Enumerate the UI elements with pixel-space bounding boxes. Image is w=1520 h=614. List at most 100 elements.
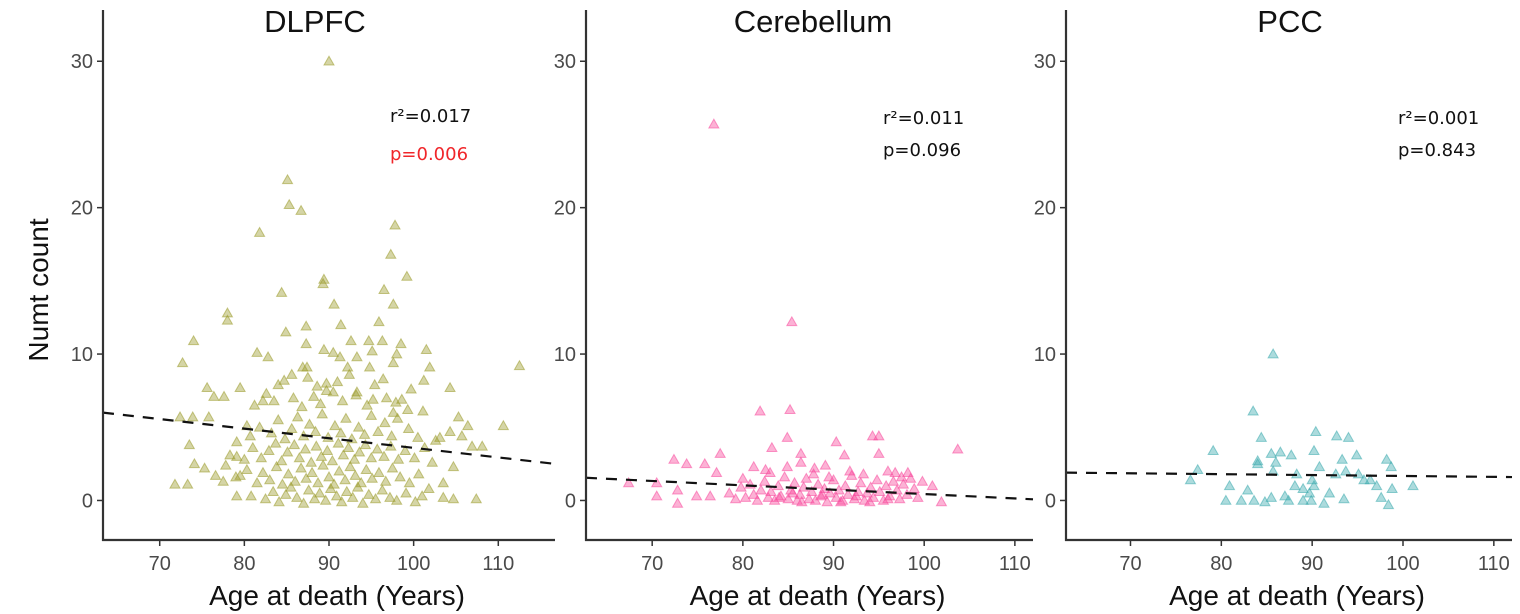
data-point [391, 412, 404, 423]
data-point [318, 343, 330, 354]
data-point [671, 497, 684, 508]
data-point [420, 343, 433, 354]
data-point [861, 487, 873, 498]
data-point [758, 475, 771, 486]
data-point [1329, 468, 1342, 479]
data-point [217, 475, 230, 486]
data-point [1282, 494, 1295, 505]
r-squared-label: r²=0.017 [390, 106, 471, 127]
data-point [935, 495, 948, 507]
data-point [359, 438, 372, 450]
data-point [282, 468, 295, 479]
data-point [842, 488, 854, 499]
data-point [305, 456, 318, 467]
data-point [349, 469, 362, 480]
data-point [1191, 463, 1204, 475]
data-point [1267, 348, 1279, 359]
data-point [262, 350, 274, 362]
data-point [320, 377, 333, 388]
x-axis-title: Age at death (Years) [209, 580, 465, 611]
data-point [317, 459, 329, 470]
data-point [253, 226, 266, 237]
data-point [785, 315, 798, 327]
data-point [340, 485, 353, 496]
data-point [372, 425, 384, 436]
data-point [447, 460, 460, 472]
x-tick-label: 80 [233, 553, 255, 575]
data-point [323, 55, 335, 66]
data-point [221, 307, 234, 318]
data-point [1223, 479, 1236, 491]
data-point [470, 492, 483, 504]
data-point [773, 491, 785, 502]
data-point [275, 286, 288, 297]
data-point [369, 492, 382, 504]
data-point [650, 490, 663, 501]
data-point [747, 460, 760, 472]
data-point [1385, 460, 1398, 472]
data-point [295, 204, 307, 215]
data-point [253, 421, 266, 432]
data-point [330, 490, 343, 501]
data-point [244, 430, 257, 441]
data-point [376, 484, 389, 495]
data-point [816, 488, 829, 499]
data-point [230, 490, 243, 501]
data-point [299, 443, 312, 454]
data-point [366, 472, 379, 483]
data-point [241, 463, 253, 475]
data-point [400, 487, 412, 498]
data-point [183, 438, 196, 450]
data-point [1220, 494, 1232, 505]
data-point [186, 411, 199, 422]
data-point [290, 491, 303, 502]
data-point [736, 472, 749, 483]
data-point [784, 403, 796, 414]
data-point [342, 441, 355, 453]
data-point [321, 444, 334, 455]
data-point [314, 397, 327, 409]
data-point [287, 391, 300, 403]
data-point [371, 443, 384, 454]
data-point [276, 478, 289, 489]
data-point [668, 453, 680, 464]
data-point [263, 444, 275, 455]
data-point [251, 346, 263, 357]
data-point [367, 393, 379, 404]
data-point [389, 219, 401, 230]
data-point [1248, 494, 1260, 505]
data-point [289, 475, 302, 486]
y-tick-label: 20 [1034, 198, 1056, 220]
data-point [285, 422, 298, 434]
data-point [437, 491, 450, 502]
data-point [782, 492, 795, 504]
data-point [221, 314, 234, 325]
data-point [412, 468, 425, 479]
y-tick-label: 20 [554, 198, 576, 220]
p-value-label: p=0.843 [1398, 140, 1476, 161]
data-point [456, 430, 468, 441]
data-point [309, 425, 322, 436]
data-point [260, 387, 273, 398]
data-point [808, 462, 821, 473]
x-axis-title: Age at death (Years) [1169, 580, 1425, 611]
data-point [729, 492, 742, 504]
data-point [218, 390, 230, 401]
data-point [344, 460, 357, 472]
data-point [329, 419, 341, 431]
data-point [379, 416, 391, 428]
data-point [951, 443, 964, 454]
data-point [444, 425, 456, 436]
data-point [323, 471, 335, 482]
data-point [361, 399, 373, 410]
y-tick-label: 30 [554, 51, 576, 73]
data-point [362, 334, 375, 346]
data-point [1184, 473, 1197, 485]
data-point [387, 406, 400, 417]
data-point [300, 472, 313, 483]
data-point [1207, 444, 1220, 455]
data-point [328, 298, 340, 309]
data-point [1308, 444, 1320, 455]
data-point [466, 440, 478, 451]
data-point [423, 482, 435, 494]
